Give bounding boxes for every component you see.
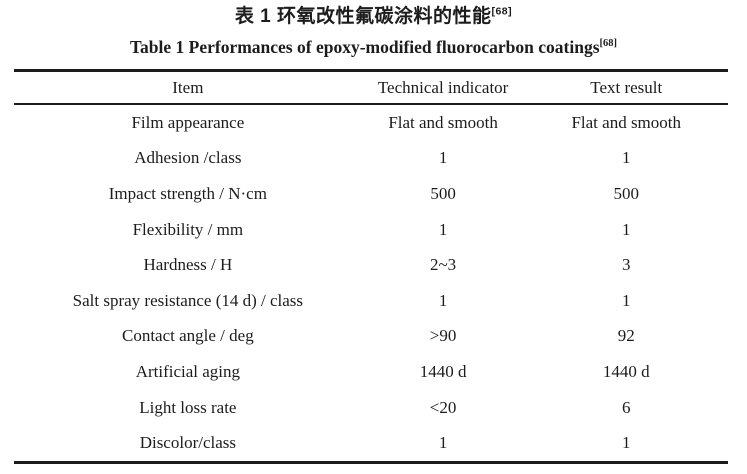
- table-caption-chinese-text: 表 1 环氧改性氟碳涂料的性能: [234, 6, 492, 27]
- cell-item: Hardness / H: [143, 255, 233, 275]
- cell-text-result: 1: [621, 433, 631, 453]
- cell-technical-indicator: <20: [429, 397, 457, 417]
- cell-technical-indicator: >90: [429, 326, 457, 346]
- citation-superscript-zh: [68]: [491, 5, 513, 18]
- cell-text-result: 1: [621, 148, 631, 168]
- cell-text-result: 3: [621, 255, 631, 275]
- table-row: Adhesion /class 1 1: [14, 141, 728, 177]
- table-row: Artificial aging 1440 d 1440 d: [14, 354, 728, 390]
- cell-item: Film appearance: [131, 112, 245, 132]
- cell-item: Light loss rate: [139, 397, 237, 417]
- table-caption-chinese: 表 1 环氧改性氟碳涂料的性能[68]: [0, 0, 747, 28]
- cell-text-result: 1440 d: [602, 361, 650, 381]
- cell-item: Flexibility / mm: [132, 219, 244, 239]
- table-caption-english: Table 1 Performances of epoxy-modified f…: [0, 36, 747, 59]
- cell-text-result: 1: [621, 219, 631, 239]
- table-row: Hardness / H 2~3 3: [14, 247, 728, 283]
- cell-technical-indicator: 1440 d: [419, 361, 467, 381]
- table-row: Impact strength / N·cm 500 500: [14, 176, 728, 212]
- cell-text-result: 92: [617, 326, 635, 346]
- table-row: Contact angle / deg >90 92: [14, 319, 728, 355]
- cell-item: Discolor/class: [139, 433, 237, 453]
- cell-technical-indicator: Flat and smooth: [388, 112, 498, 132]
- table-row: Light loss rate <20 6: [14, 390, 728, 426]
- table-row: Discolor/class 1 1: [14, 425, 728, 462]
- cell-technical-indicator: 500: [430, 183, 456, 203]
- cell-technical-indicator: 1: [438, 219, 448, 239]
- cell-item: Impact strength / N·cm: [108, 183, 267, 203]
- cell-text-result: 1: [621, 290, 631, 310]
- column-header-technical-indicator: Technical indicator: [361, 70, 525, 105]
- cell-item: Artificial aging: [135, 361, 241, 381]
- cell-technical-indicator: 1: [438, 148, 448, 168]
- table-row: Film appearance Flat and smooth Flat and…: [14, 104, 728, 141]
- header-row: Item Technical indicator Text result: [14, 70, 728, 105]
- cell-text-result: 500: [613, 183, 639, 203]
- table-row: Salt spray resistance (14 d) / class 1 1: [14, 283, 728, 319]
- column-header-text-result: Text result: [524, 70, 728, 105]
- table-caption-english-text: Table 1 Performances of epoxy-modified f…: [129, 37, 600, 57]
- table-row: Flexibility / mm 1 1: [14, 212, 728, 248]
- cell-technical-indicator: 1: [438, 290, 448, 310]
- column-header-item: Item: [14, 70, 362, 105]
- citation-superscript-en: [68]: [599, 38, 618, 50]
- cell-item: Salt spray resistance (14 d) / class: [72, 290, 304, 310]
- cell-item: Adhesion /class: [134, 148, 242, 168]
- cell-text-result: Flat and smooth: [571, 112, 682, 132]
- cell-item: Contact angle / deg: [121, 326, 254, 346]
- performance-table: Item Technical indicator Text result Fil…: [14, 69, 728, 464]
- cell-technical-indicator: 1: [438, 433, 448, 453]
- cell-text-result: 6: [621, 397, 631, 417]
- cell-technical-indicator: 2~3: [429, 255, 457, 275]
